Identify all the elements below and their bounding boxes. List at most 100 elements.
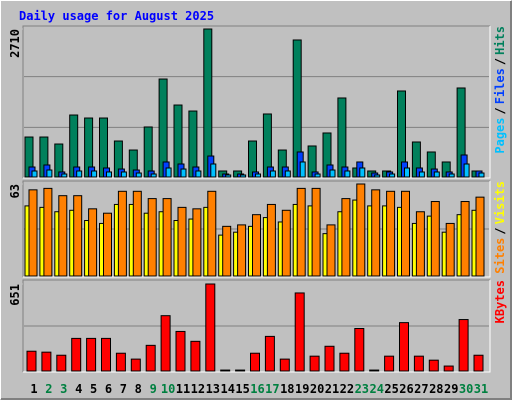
x-tick-label: 9 <box>150 382 157 396</box>
x-tick-label: 16 <box>250 382 264 396</box>
bar <box>220 369 231 372</box>
bar <box>433 171 440 178</box>
bar <box>195 170 202 178</box>
bar <box>389 173 396 178</box>
bar <box>314 173 321 178</box>
bar <box>250 352 260 372</box>
x-tick-label: 10 <box>161 382 175 396</box>
legend: Sites / Visits <box>493 181 507 274</box>
bar <box>356 183 366 277</box>
bar <box>160 315 171 372</box>
bar <box>371 189 381 277</box>
bar <box>130 358 141 372</box>
legend-separator: / <box>493 107 507 114</box>
bar <box>177 206 187 277</box>
x-tick-label: 24 <box>369 382 383 396</box>
bar <box>428 359 439 372</box>
bar <box>415 211 425 277</box>
legend-separator: / <box>493 58 507 65</box>
bar <box>463 163 470 178</box>
x-tick-label: 12 <box>191 382 205 396</box>
bar <box>296 187 306 277</box>
bar <box>86 337 97 372</box>
bar <box>399 322 409 372</box>
bar <box>458 319 469 372</box>
bar <box>384 355 395 372</box>
bar <box>132 190 142 277</box>
bar <box>339 352 350 372</box>
bar <box>222 225 232 277</box>
bar <box>147 198 157 277</box>
bar <box>91 170 98 178</box>
x-tick-label: 31 <box>474 382 488 396</box>
bar <box>225 174 232 178</box>
bar <box>430 201 440 277</box>
bar <box>61 173 68 178</box>
panel-bevel <box>22 25 490 178</box>
bar <box>192 208 202 277</box>
bar <box>31 170 38 178</box>
bar <box>478 172 485 178</box>
bar <box>205 283 216 372</box>
x-tick-label: 18 <box>280 382 294 396</box>
bar <box>71 337 82 372</box>
bar <box>445 222 455 277</box>
bar <box>101 337 111 372</box>
bar <box>240 174 247 178</box>
legend-entry: KBytes <box>493 280 507 323</box>
bar <box>237 224 247 277</box>
bar <box>281 209 291 277</box>
panel-bevel <box>23 181 491 278</box>
bar <box>41 351 52 372</box>
bar <box>175 330 186 372</box>
panel-bevel <box>23 26 491 179</box>
x-tick-label: 19 <box>295 382 309 396</box>
y-tick-label: 63 <box>8 184 22 198</box>
x-tick-label: 5 <box>90 382 97 396</box>
bar <box>354 328 365 372</box>
bar <box>117 190 127 277</box>
bar <box>324 345 335 372</box>
bar <box>309 355 320 372</box>
x-tick-label: 7 <box>120 382 127 396</box>
bar <box>73 195 83 277</box>
bar <box>26 350 37 372</box>
legend-entry: Files <box>493 68 507 104</box>
bar <box>294 292 305 372</box>
bar <box>386 190 396 277</box>
bar <box>329 169 336 178</box>
bar <box>120 171 127 178</box>
x-tick-label: 29 <box>444 382 458 396</box>
bar <box>46 169 53 178</box>
y-tick-label: 651 <box>8 284 22 306</box>
legend: Pages / Files / Hits <box>493 26 507 154</box>
panel-bevel <box>23 280 491 373</box>
bar <box>279 358 290 372</box>
bar <box>266 203 276 277</box>
bar <box>180 168 187 178</box>
bar <box>106 171 112 178</box>
legend-separator: / <box>493 227 507 234</box>
bar <box>341 198 351 277</box>
x-tick-label: 25 <box>384 382 398 396</box>
bar <box>460 201 470 277</box>
bar <box>88 208 98 277</box>
bar <box>269 170 276 178</box>
bar <box>235 369 246 372</box>
x-tick-label: 26 <box>399 382 413 396</box>
x-tick-label: 22 <box>340 382 354 396</box>
x-tick-label: 14 <box>220 382 234 396</box>
bar <box>264 335 275 372</box>
x-tick-label: 30 <box>459 382 473 396</box>
x-tick-label: 2 <box>45 382 52 396</box>
x-tick-label: 27 <box>414 382 428 396</box>
x-tick-label: 13 <box>206 382 220 396</box>
legend-entry: Sites <box>493 238 507 274</box>
bar <box>190 340 201 372</box>
legend-entry: Pages <box>493 118 507 154</box>
x-tick-label: 23 <box>355 382 369 396</box>
bar <box>255 173 261 178</box>
panel-bevel <box>22 279 490 372</box>
